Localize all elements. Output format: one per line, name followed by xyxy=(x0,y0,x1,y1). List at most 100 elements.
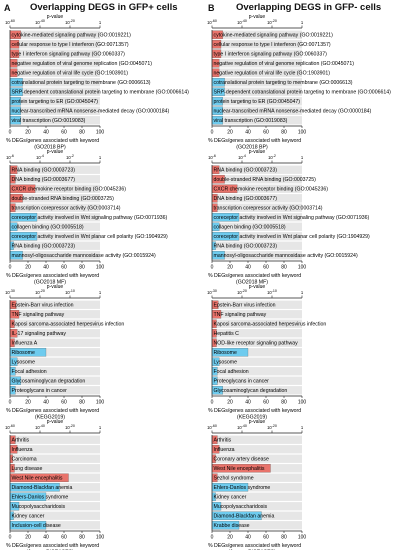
x-tick-label: 60 xyxy=(263,265,269,271)
bar-track xyxy=(10,376,100,385)
p-value-axis-label: p-value xyxy=(249,419,266,425)
x-tick-label: 80 xyxy=(79,400,85,406)
x-tick-label: 100 xyxy=(298,130,307,136)
bar-label: Diamond-Blackfan anemia xyxy=(12,485,73,491)
p-value-tick-label: 10-60 xyxy=(5,424,15,430)
bar-label: DNA binding (GO:0003677) xyxy=(12,177,76,183)
bar-label: Glycosaminoglycan degradation xyxy=(214,388,288,394)
bar-label: collagen binding (GO:0005518) xyxy=(12,225,84,231)
bar-label: Focal adhesion xyxy=(214,369,249,375)
p-value-tick-label: 10-4 xyxy=(238,154,246,160)
p-value-tick-label: 10-6 xyxy=(208,154,216,160)
bar-track xyxy=(10,87,100,96)
x-axis-label: % DEGs/genes associated with keyword xyxy=(208,408,301,414)
x-tick-label: 100 xyxy=(298,265,307,271)
bar-label: Kidney cancer xyxy=(214,495,247,501)
bar-track xyxy=(10,464,100,473)
chart-a-jensen-diseases: p-value 10-60 10-40 10-20 1 Arthritis Influenz… xyxy=(5,419,104,550)
bar-track xyxy=(10,106,100,115)
x-axis-label: % DEGs/genes associated with keyword xyxy=(6,408,99,414)
bar-track xyxy=(212,97,302,106)
p-value-axis-label: p-value xyxy=(47,419,64,425)
bar-label: negative regulation of viral life cycle … xyxy=(12,71,129,77)
panel-a-letter: A xyxy=(4,3,11,13)
x-axis-sublabel: (KEGG2019) xyxy=(237,415,267,421)
bar-label: type I interferon signaling pathway (GO:… xyxy=(12,52,126,58)
p-value-tick-label: 1 xyxy=(99,290,102,295)
p-value-axis-label: p-value xyxy=(47,14,64,20)
bar-track xyxy=(10,435,100,444)
p-value-tick-label: 10-6 xyxy=(6,154,14,160)
bar-track xyxy=(10,165,100,174)
bar-label: Mucopolysaccharidosis xyxy=(214,504,268,510)
bar-track xyxy=(212,492,302,501)
x-tick-label: 80 xyxy=(79,130,85,136)
bar-track xyxy=(10,300,100,309)
bar-label: SRP-dependent cotranslational protein ta… xyxy=(12,90,190,96)
bar-label: cellular response to type I interferon (… xyxy=(12,42,129,48)
bar-track xyxy=(10,232,100,241)
bar-label: Carcinoma xyxy=(12,457,37,463)
x-axis-sublabel: (GO2018 MF) xyxy=(34,280,66,286)
bar-label: TNF signaling pathway xyxy=(214,312,267,318)
bar-label: Glycosaminoglycan degradation xyxy=(12,379,86,385)
bar-track xyxy=(212,106,302,115)
p-value-tick-label: 1 xyxy=(301,20,304,25)
x-tick-label: 60 xyxy=(263,400,269,406)
x-tick-label: 80 xyxy=(79,265,85,271)
p-value-tick-label: 10-2 xyxy=(268,154,276,160)
bar-label: viral transcription (GO:0019083) xyxy=(214,118,288,124)
bar-label: Influenza A xyxy=(12,341,38,347)
bar-track xyxy=(212,521,302,530)
bar-label: Ribosome xyxy=(12,350,35,356)
x-tick-label: 100 xyxy=(298,535,307,541)
p-value-tick-label: 10-60 xyxy=(207,19,217,25)
bar-track xyxy=(212,376,302,385)
bar-track xyxy=(10,68,100,77)
bar-track xyxy=(10,357,100,366)
bar-label: RNA binding (GO:0003723) xyxy=(214,168,278,174)
bar-track xyxy=(10,241,100,250)
bar-label: Lysosome xyxy=(12,360,36,366)
bar-track xyxy=(212,232,302,241)
bar-label: Kaposi sarcoma-associated herpesvirus in… xyxy=(12,322,125,328)
panel-b-title: Overlapping DEGS in GFP- cells xyxy=(236,2,382,13)
p-value-tick-label: 10-4 xyxy=(36,154,44,160)
bar-label: NOD-like receptor signaling pathway xyxy=(214,341,299,347)
x-tick-label: 100 xyxy=(298,400,307,406)
x-tick-label: 0 xyxy=(211,400,214,406)
bar-label: mannosyl-oligosaccharide mannosidase act… xyxy=(214,253,358,259)
p-value-axis-label: p-value xyxy=(249,284,266,290)
x-tick-label: 0 xyxy=(211,130,214,136)
bar-label: West Nile encephalitis xyxy=(12,476,63,482)
bar-label: cotranslational protein targeting to mem… xyxy=(214,80,353,86)
bar-track xyxy=(212,386,302,395)
chart-a-go2018-bp: p-value 10-60 10-40 10-20 1 cytokine-mediated… xyxy=(5,14,189,151)
bar-label: Mucopolysaccharidosis xyxy=(12,504,66,510)
panel-b-letter: B xyxy=(208,3,215,13)
x-tick-label: 20 xyxy=(227,130,233,136)
x-axis-sublabel: (KEGG2019) xyxy=(35,415,65,421)
bar-track xyxy=(212,435,302,444)
p-value-tick-label: 10-30 xyxy=(207,289,217,295)
bar-label: type I interferon signaling pathway (GO:… xyxy=(214,52,328,58)
bar-track xyxy=(212,329,302,338)
bar-track xyxy=(10,78,100,87)
p-value-tick-label: 1 xyxy=(99,20,102,25)
p-value-tick-label: 10-60 xyxy=(5,19,15,25)
bar-track xyxy=(212,222,302,231)
bar-label: DNA binding (GO:0003677) xyxy=(214,196,278,202)
x-tick-label: 20 xyxy=(227,535,233,541)
p-value-axis-label: p-value xyxy=(47,149,64,155)
x-tick-label: 80 xyxy=(79,535,85,541)
panel-a-title: Overlapping DEGS in GFP+ cells xyxy=(30,2,178,13)
bar-label: Proteoglycans in cancer xyxy=(12,388,68,394)
x-tick-label: 100 xyxy=(96,130,105,136)
bar-label: Kidney cancer xyxy=(12,514,45,520)
bar-label: negative regulation of viral genome repl… xyxy=(12,61,153,67)
bar-track xyxy=(212,87,302,96)
x-tick-label: 60 xyxy=(61,130,67,136)
chart-b-go2018-bp: p-value 10-60 10-40 10-20 1 cytokine-mediated… xyxy=(207,14,391,151)
bar-label: protein targeting to ER (GO:0045047) xyxy=(214,99,301,105)
